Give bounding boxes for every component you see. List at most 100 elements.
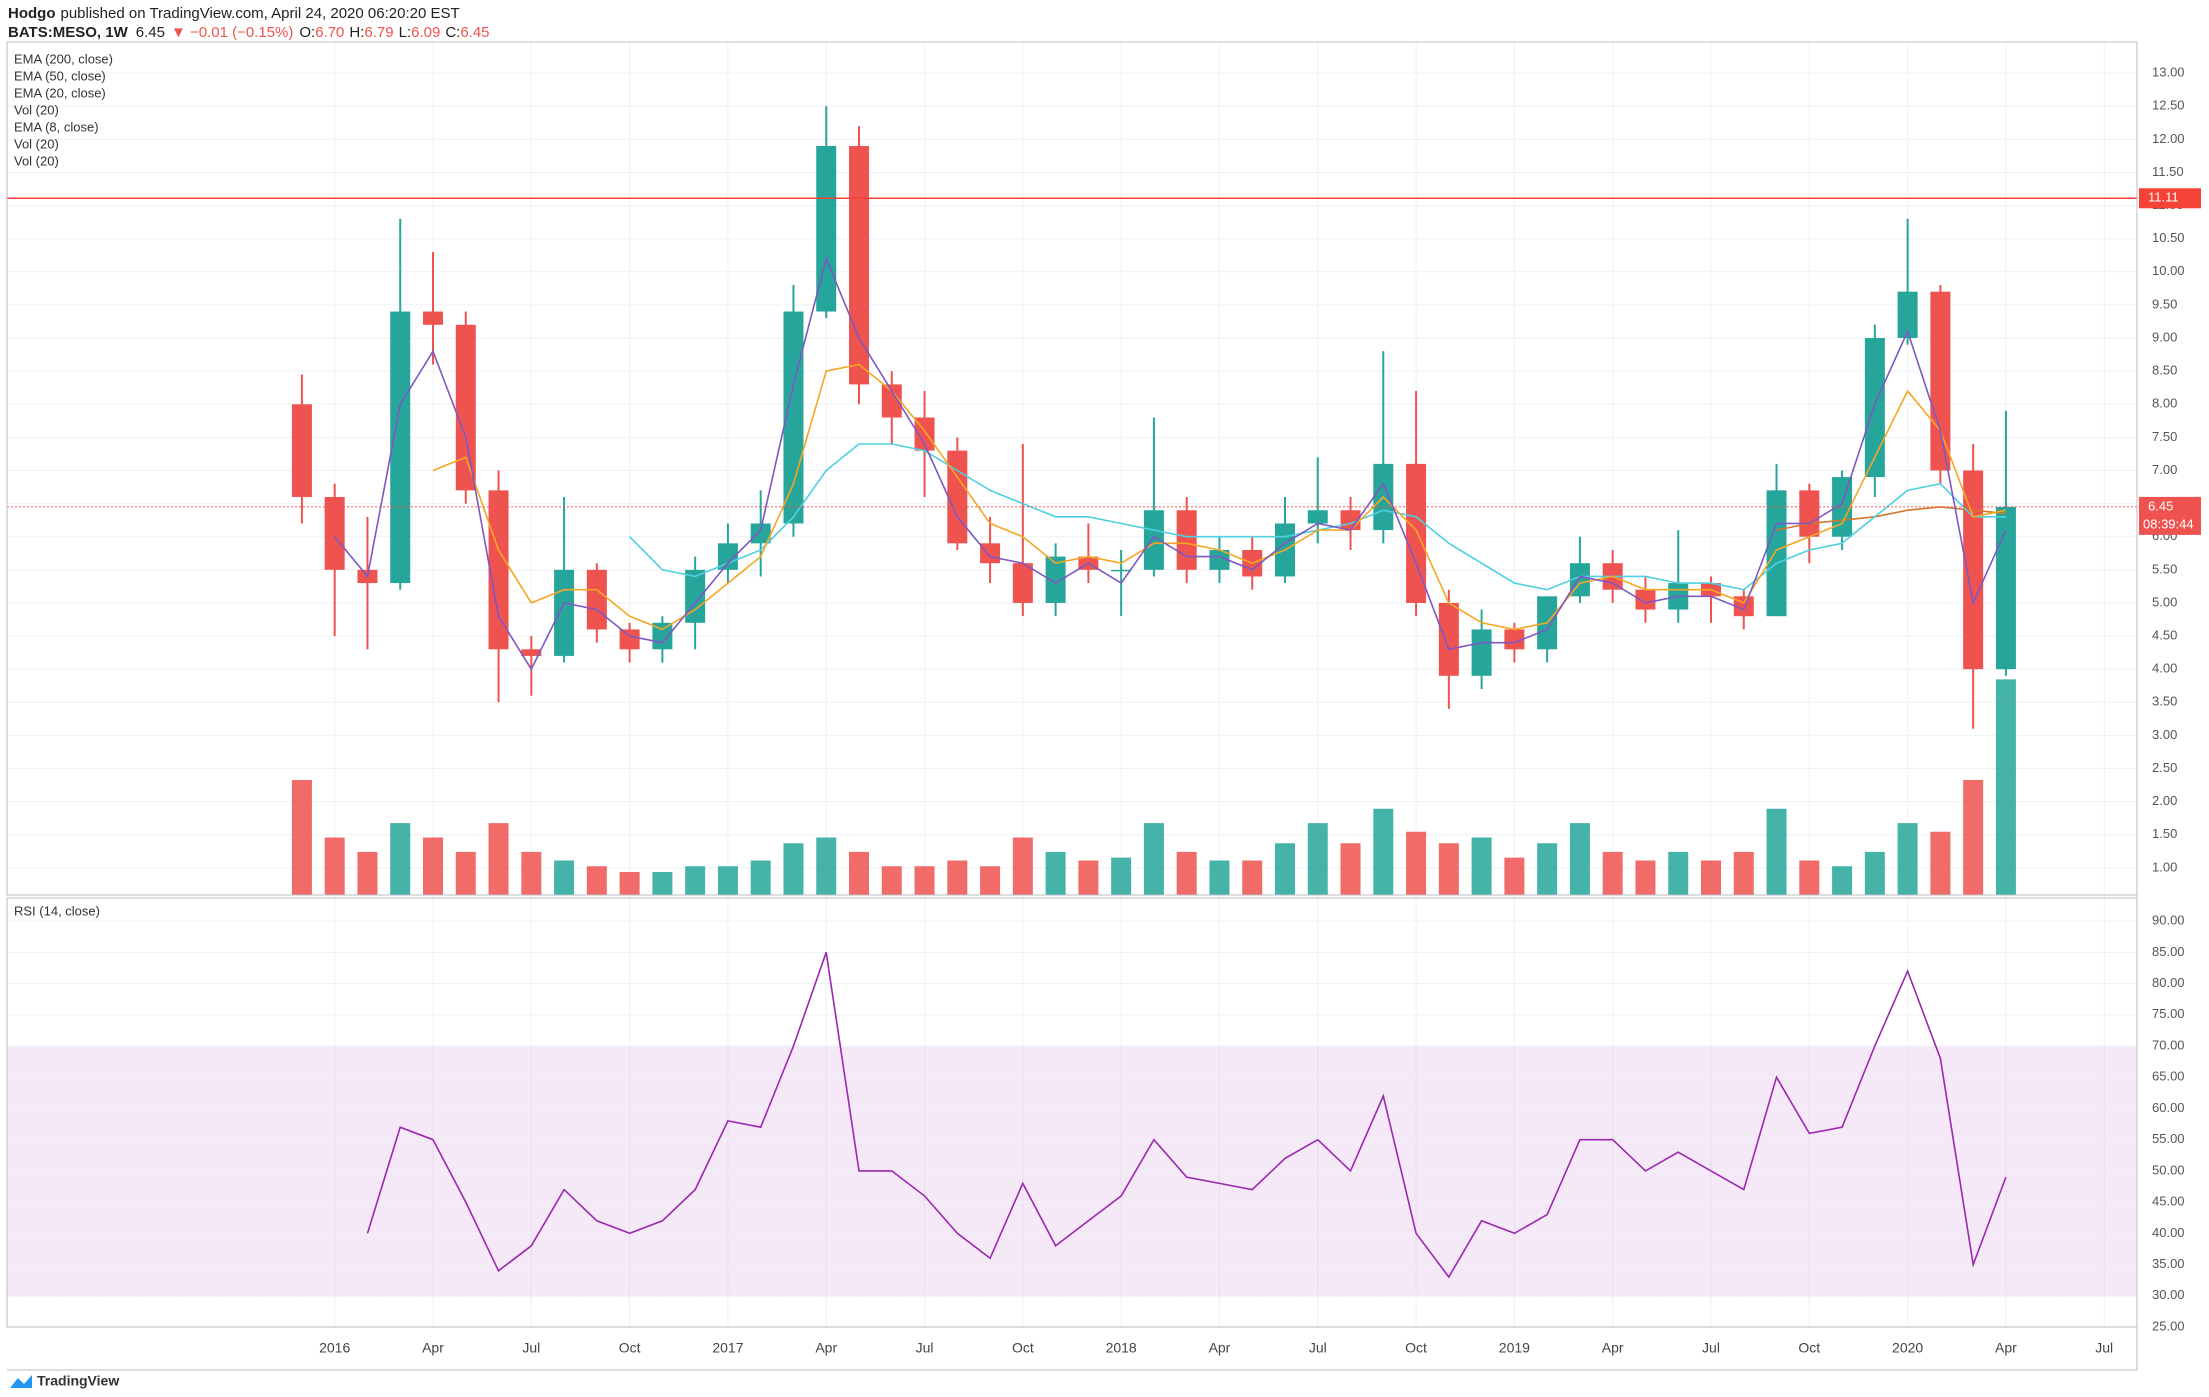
- candle-body: [390, 311, 411, 584]
- y-tick-label: 10.00: [2152, 263, 2185, 278]
- candle-body: [488, 490, 509, 650]
- volume-bar: [1537, 843, 1558, 895]
- volume-bar: [1242, 860, 1263, 895]
- volume-bar: [685, 866, 706, 895]
- candle-body: [1799, 490, 1820, 537]
- labels: 2016 Apr Jul Oct 2017 Apr Jul Oct 2018 Apr Jul Oct 2…: [14, 51, 2201, 1356]
- x-tick-label: 2018: [1106, 1340, 1137, 1356]
- volume-bar: [1340, 843, 1361, 895]
- last-price-tag: [2139, 496, 2201, 535]
- y-tick-label: 4.00: [2152, 661, 2177, 676]
- candle-body: [1930, 291, 1951, 471]
- candle-body: [521, 649, 542, 656]
- x-tick-label: Jul: [1702, 1340, 1720, 1356]
- ema-line: [1776, 506, 2006, 531]
- volume-bar: [488, 823, 509, 895]
- candle-body: [1012, 563, 1033, 603]
- candle-body: [1963, 470, 1984, 670]
- ema-line: [334, 256, 2007, 671]
- countdown: 08:39:44: [2143, 516, 2194, 531]
- y-tick-label: 30.00: [2152, 1287, 2185, 1302]
- legend-entry: Vol (20): [14, 153, 59, 168]
- volume-bar: [1569, 823, 1590, 895]
- volume-bar: [652, 872, 673, 895]
- candle-body: [947, 450, 968, 544]
- last-price: 6.45: [136, 24, 165, 41]
- y-tick-label: 25.00: [2152, 1318, 2185, 1333]
- volume-bar: [1963, 780, 1984, 895]
- x-tick-label: Apr: [1209, 1340, 1231, 1356]
- volume-bar: [783, 843, 804, 895]
- volume-bar: [1995, 679, 2016, 895]
- volume-bar: [1668, 851, 1689, 895]
- y-tick-label: 8.00: [2152, 396, 2177, 411]
- candle-body: [980, 543, 1001, 564]
- rsi-label: RSI (14, close): [14, 903, 100, 918]
- volume-bar: [1766, 808, 1787, 895]
- candle-body: [652, 622, 673, 650]
- legend-entry: EMA (20, close): [14, 85, 106, 100]
- volume-bar: [1504, 857, 1525, 895]
- x-tick-label: Jul: [2095, 1340, 2113, 1356]
- symbol-line: BATS:MESO, 1W 6.45 ▼ −0.01 (−0.15%) O:6.70 H…: [8, 24, 490, 41]
- x-tick-label: Oct: [619, 1340, 641, 1356]
- volume-bar: [849, 851, 869, 895]
- legend-entry: EMA (50, close): [14, 68, 106, 83]
- publish-line: Hodgo published on TradingView.com, April…: [8, 5, 460, 22]
- candle-body: [324, 496, 345, 570]
- volume-bar: [1832, 866, 1853, 895]
- candle-body: [750, 523, 771, 544]
- candle-body: [1766, 490, 1787, 617]
- volume-bar: [1045, 851, 1066, 895]
- y-tick-label: 7.50: [2152, 429, 2177, 444]
- volume-bar: [750, 860, 771, 895]
- hline-label: 11.11: [2148, 190, 2179, 205]
- y-tick-label: 3.00: [2152, 727, 2177, 742]
- x-tick-label: Jul: [522, 1340, 540, 1356]
- volume-bar: [1111, 857, 1132, 895]
- candle-body: [1111, 569, 1132, 572]
- candle-body: [586, 569, 607, 630]
- volume-bar: [1930, 831, 1951, 895]
- logo-mark: [10, 1375, 32, 1388]
- candle-body: [619, 629, 640, 650]
- ohlc-value: 6.45: [460, 24, 489, 41]
- x-tick-label: Apr: [815, 1340, 837, 1356]
- volume-bar: [1176, 851, 1197, 895]
- volume-bar: [619, 872, 640, 895]
- volume-bar: [1635, 860, 1656, 895]
- ohlc-key: L:: [399, 24, 412, 41]
- candle-body: [1471, 629, 1492, 676]
- y-tick-label: 13.00: [2152, 65, 2185, 80]
- candle-body: [717, 543, 738, 570]
- y-tick-label: 9.50: [2152, 296, 2177, 311]
- ema-line: [432, 363, 2007, 631]
- volume-bar: [1471, 837, 1492, 895]
- y-tick-label: 40.00: [2152, 1225, 2185, 1240]
- candle-body: [1406, 463, 1427, 603]
- y-tick-label: 3.50: [2152, 694, 2177, 709]
- volume-bar: [1799, 860, 1820, 895]
- y-tick-label: 7.00: [2152, 462, 2177, 477]
- x-tick-label: Apr: [1602, 1340, 1624, 1356]
- footer-brand: TradingView: [37, 1373, 119, 1389]
- candle-body: [1209, 549, 1230, 570]
- y-tick-label: 65.00: [2152, 1069, 2185, 1084]
- volume-bar: [357, 851, 378, 895]
- y-tick-label: 70.00: [2152, 1037, 2185, 1052]
- y-tick-label: 5.00: [2152, 594, 2177, 609]
- ohlc-value: 6.79: [364, 24, 393, 41]
- candle-body: [1897, 291, 1918, 339]
- volume-bar: [947, 860, 968, 895]
- candle-body: [1995, 506, 2016, 670]
- y-tick-label: 35.00: [2152, 1256, 2185, 1271]
- volume-bar: [390, 823, 411, 895]
- x-tick-label: 2019: [1499, 1340, 1530, 1356]
- candle-body: [1307, 510, 1328, 524]
- y-tick-label: 2.50: [2152, 760, 2177, 775]
- volume-bar: [1406, 831, 1427, 895]
- x-tick-label: Jul: [916, 1340, 934, 1356]
- volume-bar: [980, 866, 1001, 895]
